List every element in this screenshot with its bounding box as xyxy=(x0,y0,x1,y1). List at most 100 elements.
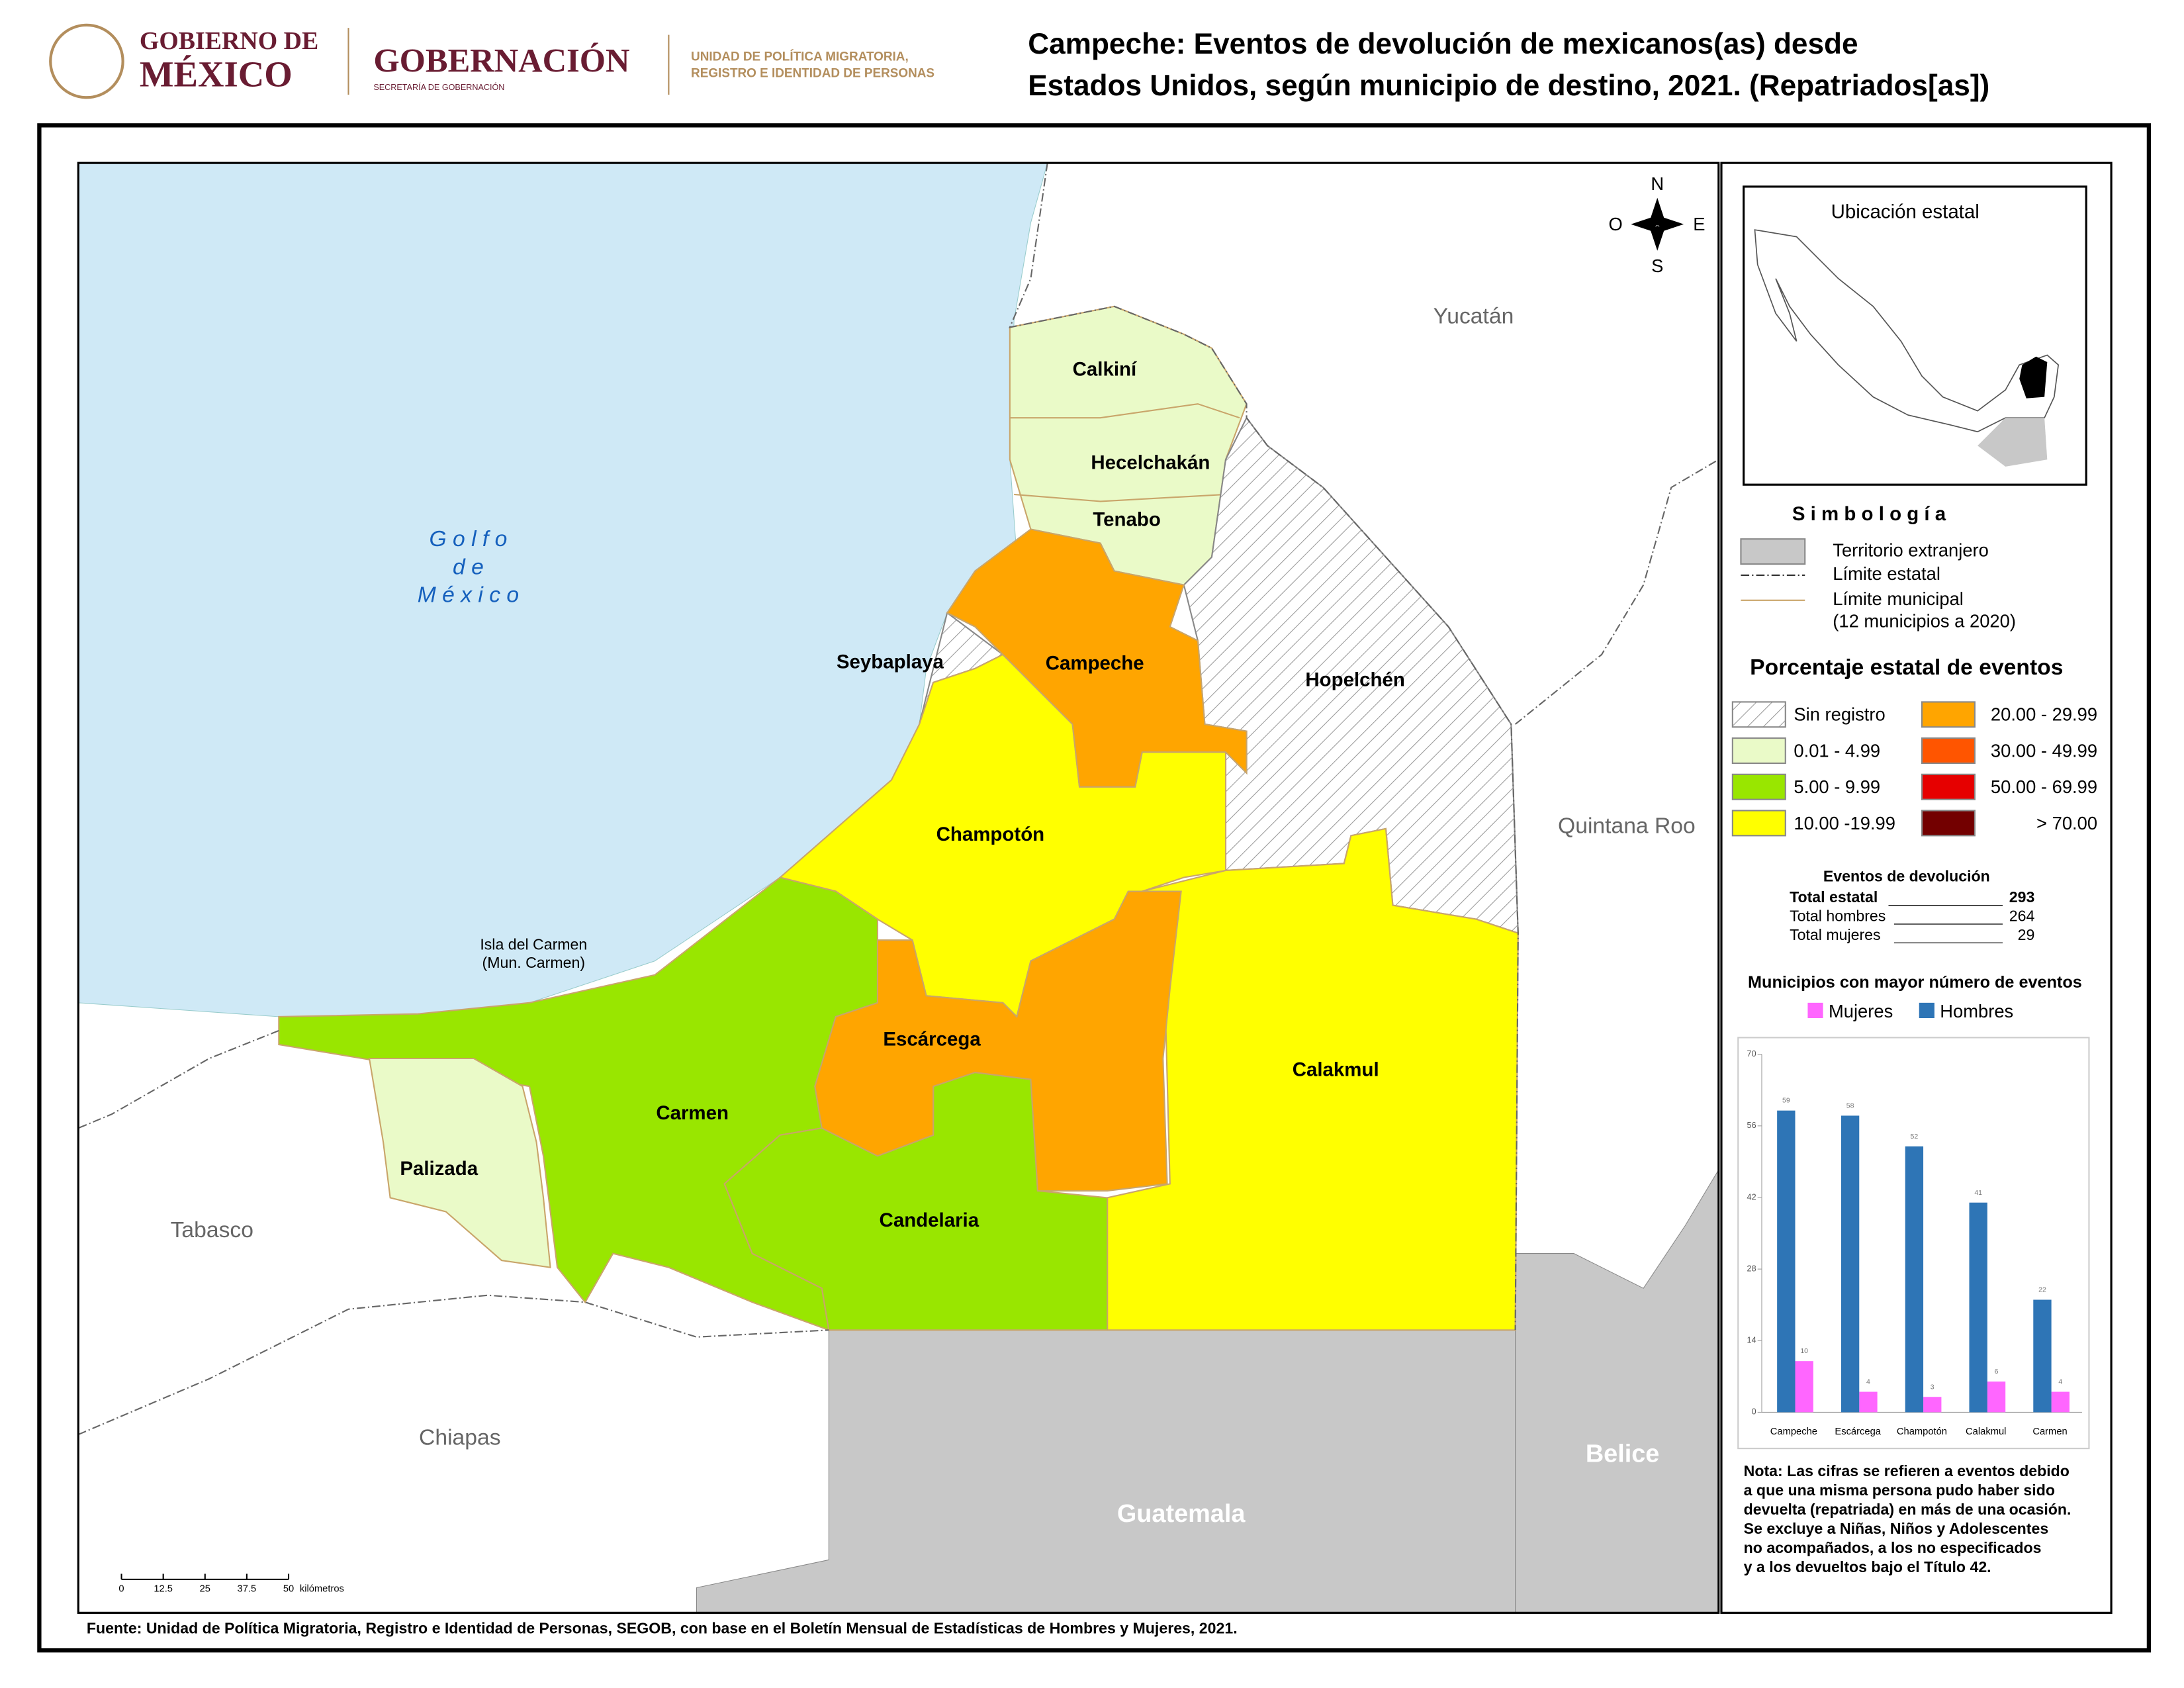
bar xyxy=(1969,1202,1987,1413)
source: Fuente: Unidad de Política Migratoria, R… xyxy=(87,1620,1238,1637)
logo-line2: MÉXICO xyxy=(140,54,293,94)
bar xyxy=(1777,1110,1796,1413)
bar xyxy=(1905,1146,1924,1413)
y-tick-label: 70 xyxy=(1747,1049,1756,1058)
neighbor-label: Quintana Roo xyxy=(1558,814,1696,839)
y-tick-label: 28 xyxy=(1747,1264,1756,1273)
compass-label: E xyxy=(1693,214,1705,234)
class-swatch xyxy=(1731,737,1786,765)
ministry-sub: SECRETARÍA DE GOBERNACIÓN xyxy=(373,82,504,92)
note-line: Se excluye a Niñas, Niños y Adolescentes xyxy=(1744,1520,2049,1537)
island-label: (Mun. Carmen) xyxy=(482,954,585,971)
map: Yucatán Quintana Roo Tabasco Chiapas Gua… xyxy=(78,163,1719,1613)
symbology-item: Límite estatal xyxy=(1833,563,1940,584)
scale-label: 50 xyxy=(283,1584,294,1595)
state-limit xyxy=(78,1294,829,1436)
municipality xyxy=(368,1057,551,1268)
value-label: 41 xyxy=(1974,1189,1982,1197)
inset-state xyxy=(2019,356,2048,399)
scale-label: 37.5 xyxy=(238,1584,257,1595)
bar xyxy=(1923,1397,1942,1413)
neighbor-label: Yucatán xyxy=(1433,305,1514,329)
municipal-limit xyxy=(1009,403,1240,419)
inset-foreign xyxy=(1978,418,2048,467)
unit-line: REGISTRO E IDENTIDAD DE PERSONAS xyxy=(691,67,934,81)
totals-value: 264 xyxy=(2009,908,2035,925)
state-limit xyxy=(1009,163,1519,1331)
class-swatch xyxy=(1921,701,1976,728)
class-legend: Sin registro 0.01 - 4.99 5.00 - 9.99 10.00 … xyxy=(1731,701,2097,837)
note-line: Nota: Las cifras se refieren a eventos d… xyxy=(1744,1462,2070,1479)
symbology-title: S i m b o l o g í a xyxy=(1792,503,1946,525)
municipality-label: Escárcega xyxy=(883,1028,981,1050)
y-tick-label: 0 xyxy=(1752,1407,1756,1417)
municipality-label: Palizada xyxy=(400,1158,478,1180)
chart-title: Municipios con mayor número de eventos xyxy=(1748,973,2082,992)
state-limit xyxy=(1514,459,1719,725)
island-label: Isla del Carmen xyxy=(480,936,587,953)
y-tick-label: 14 xyxy=(1747,1336,1756,1345)
class-label: 10.00 -19.99 xyxy=(1794,813,1895,833)
bar xyxy=(1841,1115,1860,1413)
bar xyxy=(1859,1391,1878,1413)
inset-title: Ubicación estatal xyxy=(1831,201,1979,223)
legend-swatch xyxy=(1807,1002,1823,1018)
ministry: GOBERNACIÓN xyxy=(373,42,629,79)
totals-title: Eventos de devolución xyxy=(1823,868,1990,885)
title: Estados Unidos, según municipio de desti… xyxy=(1028,70,1989,102)
bar xyxy=(2051,1391,2070,1413)
note: Nota: Las cifras se refieren a eventos d… xyxy=(1744,1462,2071,1575)
municipality-label: Hecelchakán xyxy=(1091,451,1210,473)
bar-chart: 0 14 28 42 56 70 Campeche 10 59 Escárcega 4 58 Champ… xyxy=(1737,1037,2090,1450)
value-label: 58 xyxy=(1846,1102,1854,1109)
scale-bar: 0 12.5 25 37.5 50 kilómetros xyxy=(118,1573,344,1595)
y-tick-label: 56 xyxy=(1747,1121,1756,1130)
sea-label: d e xyxy=(453,555,484,579)
legend-swatch xyxy=(1919,1002,1934,1018)
note-line: devuelta (repatriada) en más de una ocas… xyxy=(1744,1501,2071,1518)
class-swatch xyxy=(1731,773,1786,800)
class-swatch xyxy=(1921,810,1976,837)
class-label: 30.00 - 49.99 xyxy=(1991,740,2097,761)
value-label: 3 xyxy=(1931,1383,1934,1391)
scale-label: 25 xyxy=(200,1584,210,1595)
municipality-label: Campeche xyxy=(1046,652,1144,674)
value-label: 10 xyxy=(1800,1347,1808,1355)
note-line: y a los devueltos bajo el Título 42. xyxy=(1744,1558,1991,1575)
class-label: 0.01 - 4.99 xyxy=(1794,740,1880,761)
value-label: 4 xyxy=(1866,1378,1870,1386)
x-tick-label: Escárcega xyxy=(1835,1427,1881,1437)
map-frame xyxy=(77,162,1720,1614)
sea-label: G o l f o xyxy=(429,527,507,551)
bar xyxy=(1795,1361,1813,1413)
municipality-label: Carmen xyxy=(656,1102,729,1124)
note-line: no acompañados, a los no especificados xyxy=(1744,1539,2042,1556)
class-label: > 70.00 xyxy=(2036,813,2097,833)
classes-title: Porcentaje estatal de eventos xyxy=(1750,655,2063,680)
class-label: 20.00 - 29.99 xyxy=(1991,704,2097,725)
totals-label: Total estatal xyxy=(1790,888,1878,906)
foreign-swatch xyxy=(1740,538,1806,565)
municipality-label: Candelaria xyxy=(880,1209,979,1231)
municipality-label: Hopelchén xyxy=(1305,669,1404,691)
x-tick-label: Carmen xyxy=(2032,1427,2067,1437)
value-label: 22 xyxy=(2038,1286,2046,1294)
class-label: Sin registro xyxy=(1794,704,1885,725)
municipality-label: Seybaplaya xyxy=(837,651,944,673)
bar xyxy=(2033,1299,2052,1413)
symbology-item: Territorio extranjero xyxy=(1833,539,1989,560)
compass-label: O xyxy=(1608,214,1622,234)
belice xyxy=(1515,1169,1719,1613)
value-label: 6 xyxy=(1995,1368,1999,1376)
outer-frame xyxy=(37,123,2152,1653)
header: GOBIERNO DE MÉXICO GOBERNACIÓN SECRETARÍ… xyxy=(49,23,1989,102)
municipality xyxy=(946,528,1248,788)
class-label: 50.00 - 69.99 xyxy=(1991,776,2097,797)
note-line: a que una misma persona pudo haber sido xyxy=(1744,1481,2055,1499)
compass: N S O E xyxy=(1608,173,1705,276)
legend-label: Hombres xyxy=(1940,1001,2013,1021)
municipality xyxy=(814,890,1182,1192)
compass-label: N xyxy=(1651,173,1664,194)
country-label: Guatemala xyxy=(1117,1500,1246,1528)
